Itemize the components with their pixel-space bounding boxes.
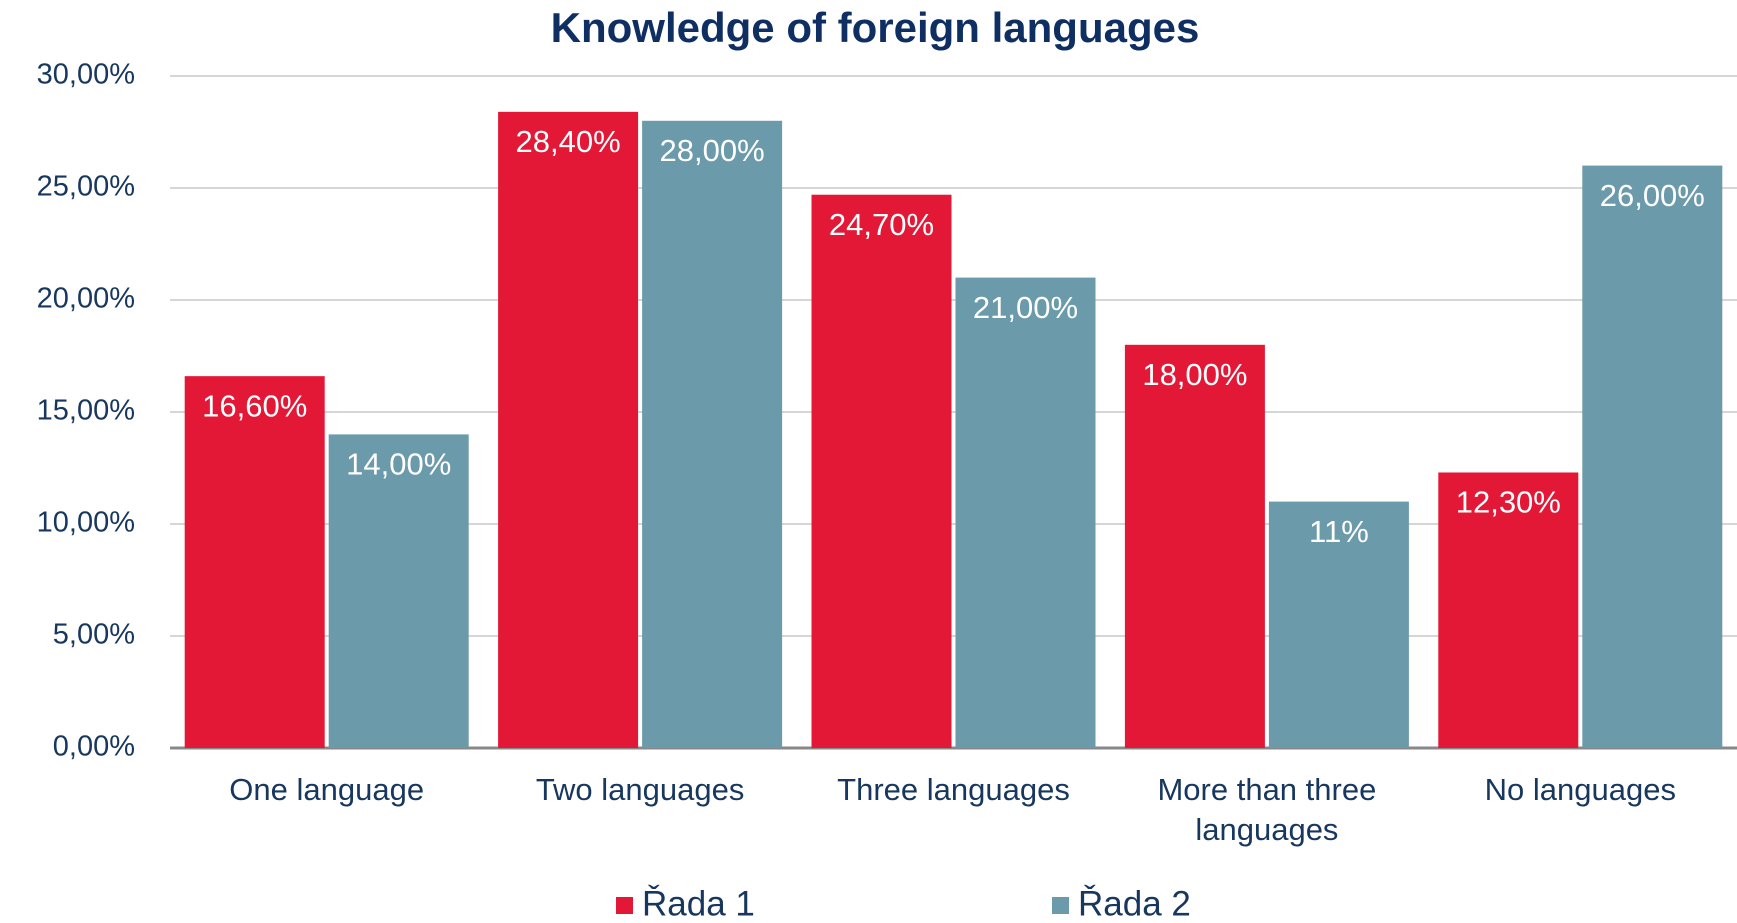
y-tick-label: 15,00% <box>37 395 135 427</box>
chart-title: Knowledge of foreign languages <box>551 4 1200 51</box>
value-label: 26,00% <box>1600 178 1705 213</box>
x-tick-label: More than three languages <box>1157 772 1376 847</box>
value-label: 24,70% <box>829 207 934 242</box>
legend-label: Řada 2 <box>1078 884 1191 923</box>
value-label: 11% <box>1309 514 1369 549</box>
y-tick-label: 5,00% <box>53 619 135 651</box>
bar <box>184 376 325 748</box>
y-tick-label: 30,00% <box>37 59 135 91</box>
bar <box>1124 344 1265 748</box>
x-tick-label: One language <box>229 772 424 807</box>
bar <box>642 120 783 749</box>
y-tick-label: 0,00% <box>53 731 135 763</box>
x-tick-label: No languages <box>1485 772 1676 807</box>
value-label: 12,30% <box>1456 485 1561 520</box>
y-tick-label: 20,00% <box>37 283 135 315</box>
legend-label: Řada 1 <box>642 884 755 923</box>
y-tick-label: 10,00% <box>37 507 135 539</box>
value-label: 16,60% <box>202 388 307 423</box>
value-label: 28,40% <box>516 124 621 159</box>
legend-swatch <box>616 897 633 914</box>
x-tick-label: Three languages <box>837 772 1070 807</box>
legend-swatch <box>1052 897 1069 914</box>
value-label: 14,00% <box>346 447 451 482</box>
bar <box>811 194 952 749</box>
bar <box>1582 165 1723 749</box>
bar <box>1268 501 1409 748</box>
bar <box>328 434 469 748</box>
y-tick-label: 25,00% <box>37 171 135 203</box>
bar <box>498 111 639 749</box>
bar <box>1438 472 1579 748</box>
x-tick-label: Two languages <box>536 772 745 807</box>
value-label: 18,00% <box>1142 357 1247 392</box>
value-label: 28,00% <box>660 133 765 168</box>
value-label: 21,00% <box>973 290 1078 325</box>
bar <box>955 277 1096 748</box>
